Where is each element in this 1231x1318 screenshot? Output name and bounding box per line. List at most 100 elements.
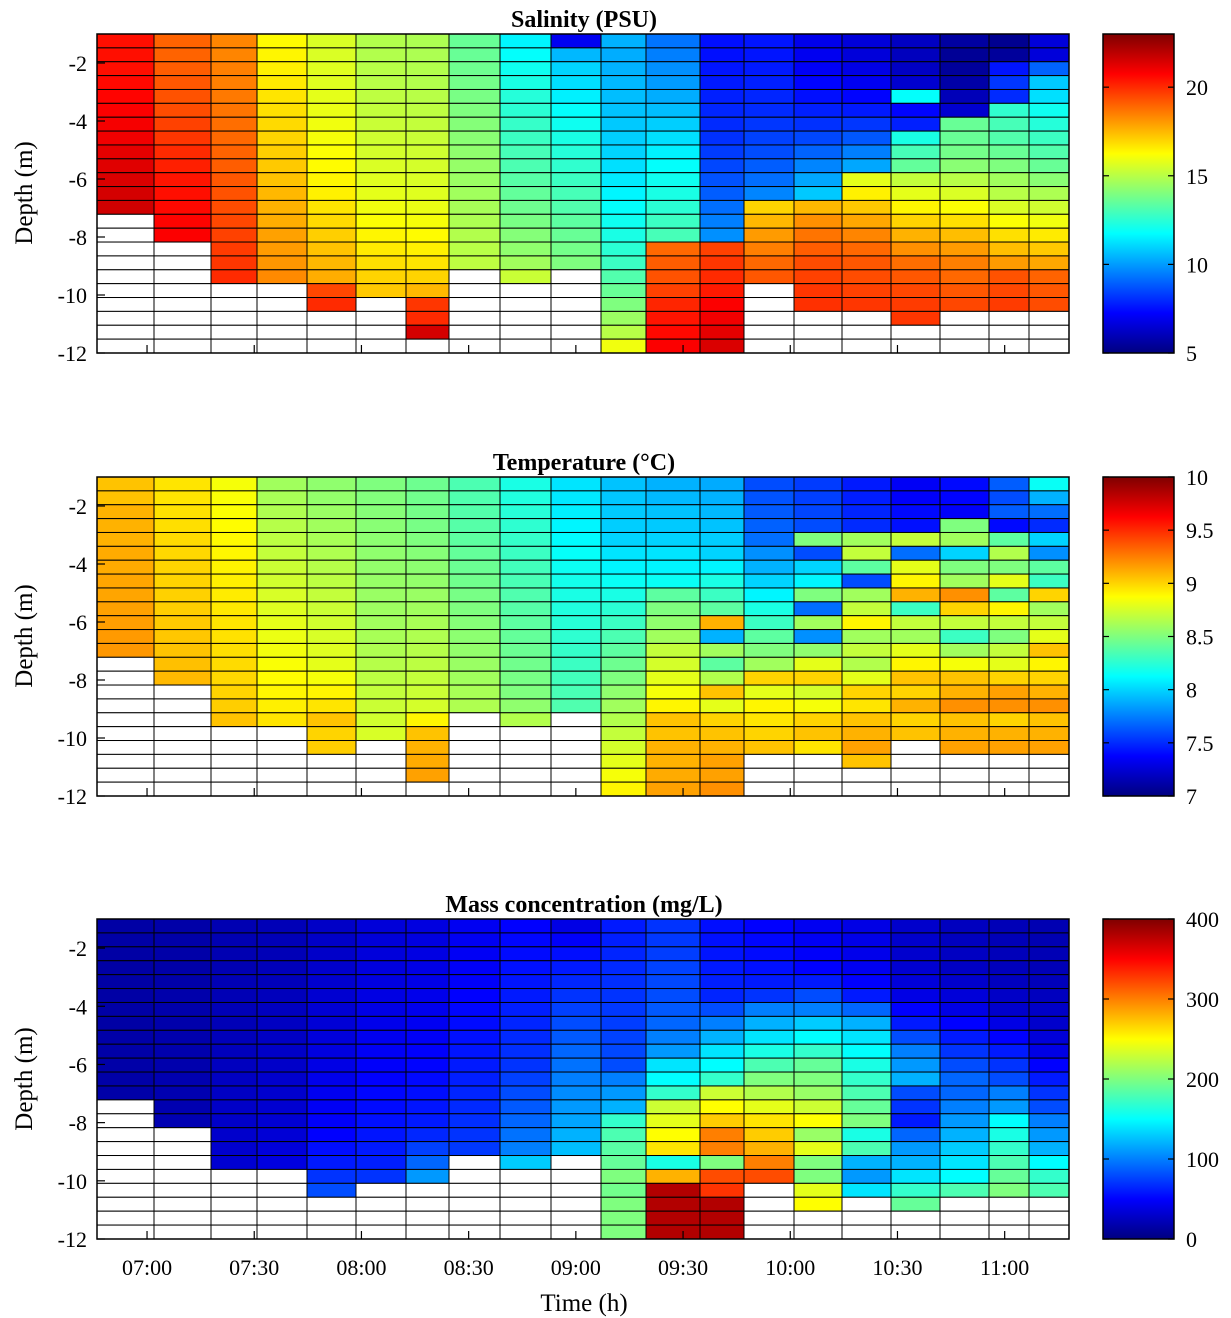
heat-cell xyxy=(210,946,258,962)
heat-cell xyxy=(1028,227,1070,243)
heat-cell xyxy=(743,531,795,547)
heat-cell xyxy=(153,61,212,77)
heat-cell xyxy=(890,767,941,783)
heat-cell xyxy=(841,338,892,354)
heat-cell xyxy=(600,587,647,603)
heat-cell xyxy=(256,476,308,492)
heat-cell xyxy=(256,1057,308,1073)
heat-cell xyxy=(988,573,1030,589)
heat-cell xyxy=(890,531,941,547)
heat-cell xyxy=(841,932,892,948)
heat-cell xyxy=(743,130,795,146)
heat-cell xyxy=(841,33,892,49)
heat-cell xyxy=(448,1043,501,1059)
heat-cell xyxy=(600,241,647,257)
heat-cell xyxy=(210,601,258,617)
heat-cell xyxy=(890,684,941,700)
heat-cell xyxy=(448,1141,501,1157)
heat-cell xyxy=(793,918,843,934)
heat-cell xyxy=(699,61,745,77)
heat-cell xyxy=(645,1127,701,1143)
salinity-colorbar-ticks: 5 10 15 20 xyxy=(1103,75,1208,366)
heat-cell xyxy=(355,255,407,271)
heat-cell xyxy=(550,767,602,783)
heat-cell xyxy=(210,545,258,561)
heat-cell xyxy=(355,1155,407,1170)
heat-cell xyxy=(793,988,843,1003)
heat-cell xyxy=(988,960,1030,976)
heat-cell xyxy=(448,518,501,533)
heat-cell xyxy=(890,88,941,104)
heat-cell xyxy=(1028,241,1070,257)
heat-cell xyxy=(210,158,258,174)
heat-cell xyxy=(1028,1210,1070,1226)
heat-cell xyxy=(645,988,701,1003)
heat-cell xyxy=(355,88,407,104)
heat-cell xyxy=(645,960,701,976)
x-tick-label: 08:30 xyxy=(444,1255,494,1280)
heat-cell xyxy=(550,629,602,644)
heat-cell xyxy=(499,781,552,797)
heat-cell xyxy=(841,1224,892,1240)
heat-cell xyxy=(1028,559,1070,575)
heat-cell xyxy=(405,297,450,312)
heat-cell xyxy=(96,75,155,90)
heat-cell xyxy=(793,960,843,976)
heat-cell xyxy=(153,960,212,976)
heat-cell xyxy=(1028,1155,1070,1170)
heat-cell xyxy=(743,227,795,243)
heat-cell xyxy=(499,726,552,742)
heat-cell xyxy=(988,932,1030,948)
heat-cell xyxy=(210,518,258,533)
heat-cell xyxy=(890,712,941,728)
x-tick-label: 09:30 xyxy=(658,1255,708,1280)
heat-cell xyxy=(306,1182,357,1198)
heat-cell xyxy=(1028,158,1070,174)
heat-cell xyxy=(743,158,795,174)
heat-cell xyxy=(96,960,155,976)
heat-cell xyxy=(256,158,308,174)
heat-cell xyxy=(210,712,258,728)
heat-cell xyxy=(405,573,450,589)
heat-cell xyxy=(988,130,1030,146)
heat-cell xyxy=(405,1113,450,1129)
heat-cell xyxy=(499,545,552,561)
heat-cell xyxy=(550,504,602,520)
heat-cell xyxy=(600,47,647,63)
heat-cell xyxy=(1028,1015,1070,1031)
y-tick-label: -6 xyxy=(69,610,87,635)
heat-cell xyxy=(890,1043,941,1059)
heat-cell xyxy=(743,684,795,700)
heat-cell xyxy=(256,504,308,520)
heat-cell xyxy=(355,946,407,962)
heat-cell xyxy=(699,1196,745,1212)
heat-cell xyxy=(1028,670,1070,686)
heat-cell xyxy=(448,1071,501,1087)
heat-cell xyxy=(355,1113,407,1129)
heat-cell xyxy=(939,629,990,644)
heat-cell xyxy=(153,753,212,769)
heat-cell xyxy=(939,740,990,755)
heat-cell xyxy=(153,615,212,631)
heat-cell xyxy=(550,1168,602,1184)
colorbar-tick-label: 9 xyxy=(1186,571,1197,596)
colorbar-tick-label: 10 xyxy=(1186,465,1208,490)
heat-cell xyxy=(600,476,647,492)
heat-cell xyxy=(550,712,602,728)
heat-cell xyxy=(645,1029,701,1045)
heat-cell xyxy=(210,698,258,714)
heat-cell xyxy=(153,186,212,201)
heat-cell xyxy=(96,1001,155,1017)
heat-cell xyxy=(499,1182,552,1198)
heat-cell xyxy=(939,255,990,271)
heat-cell xyxy=(210,531,258,547)
heat-cell xyxy=(153,199,212,215)
heat-cell xyxy=(355,684,407,700)
heat-cell xyxy=(405,158,450,174)
heat-cell xyxy=(96,988,155,1003)
heat-cell xyxy=(210,283,258,299)
heat-cell xyxy=(96,712,155,728)
heat-cell xyxy=(988,642,1030,658)
heat-cell xyxy=(210,932,258,948)
heat-cell xyxy=(1028,1057,1070,1073)
